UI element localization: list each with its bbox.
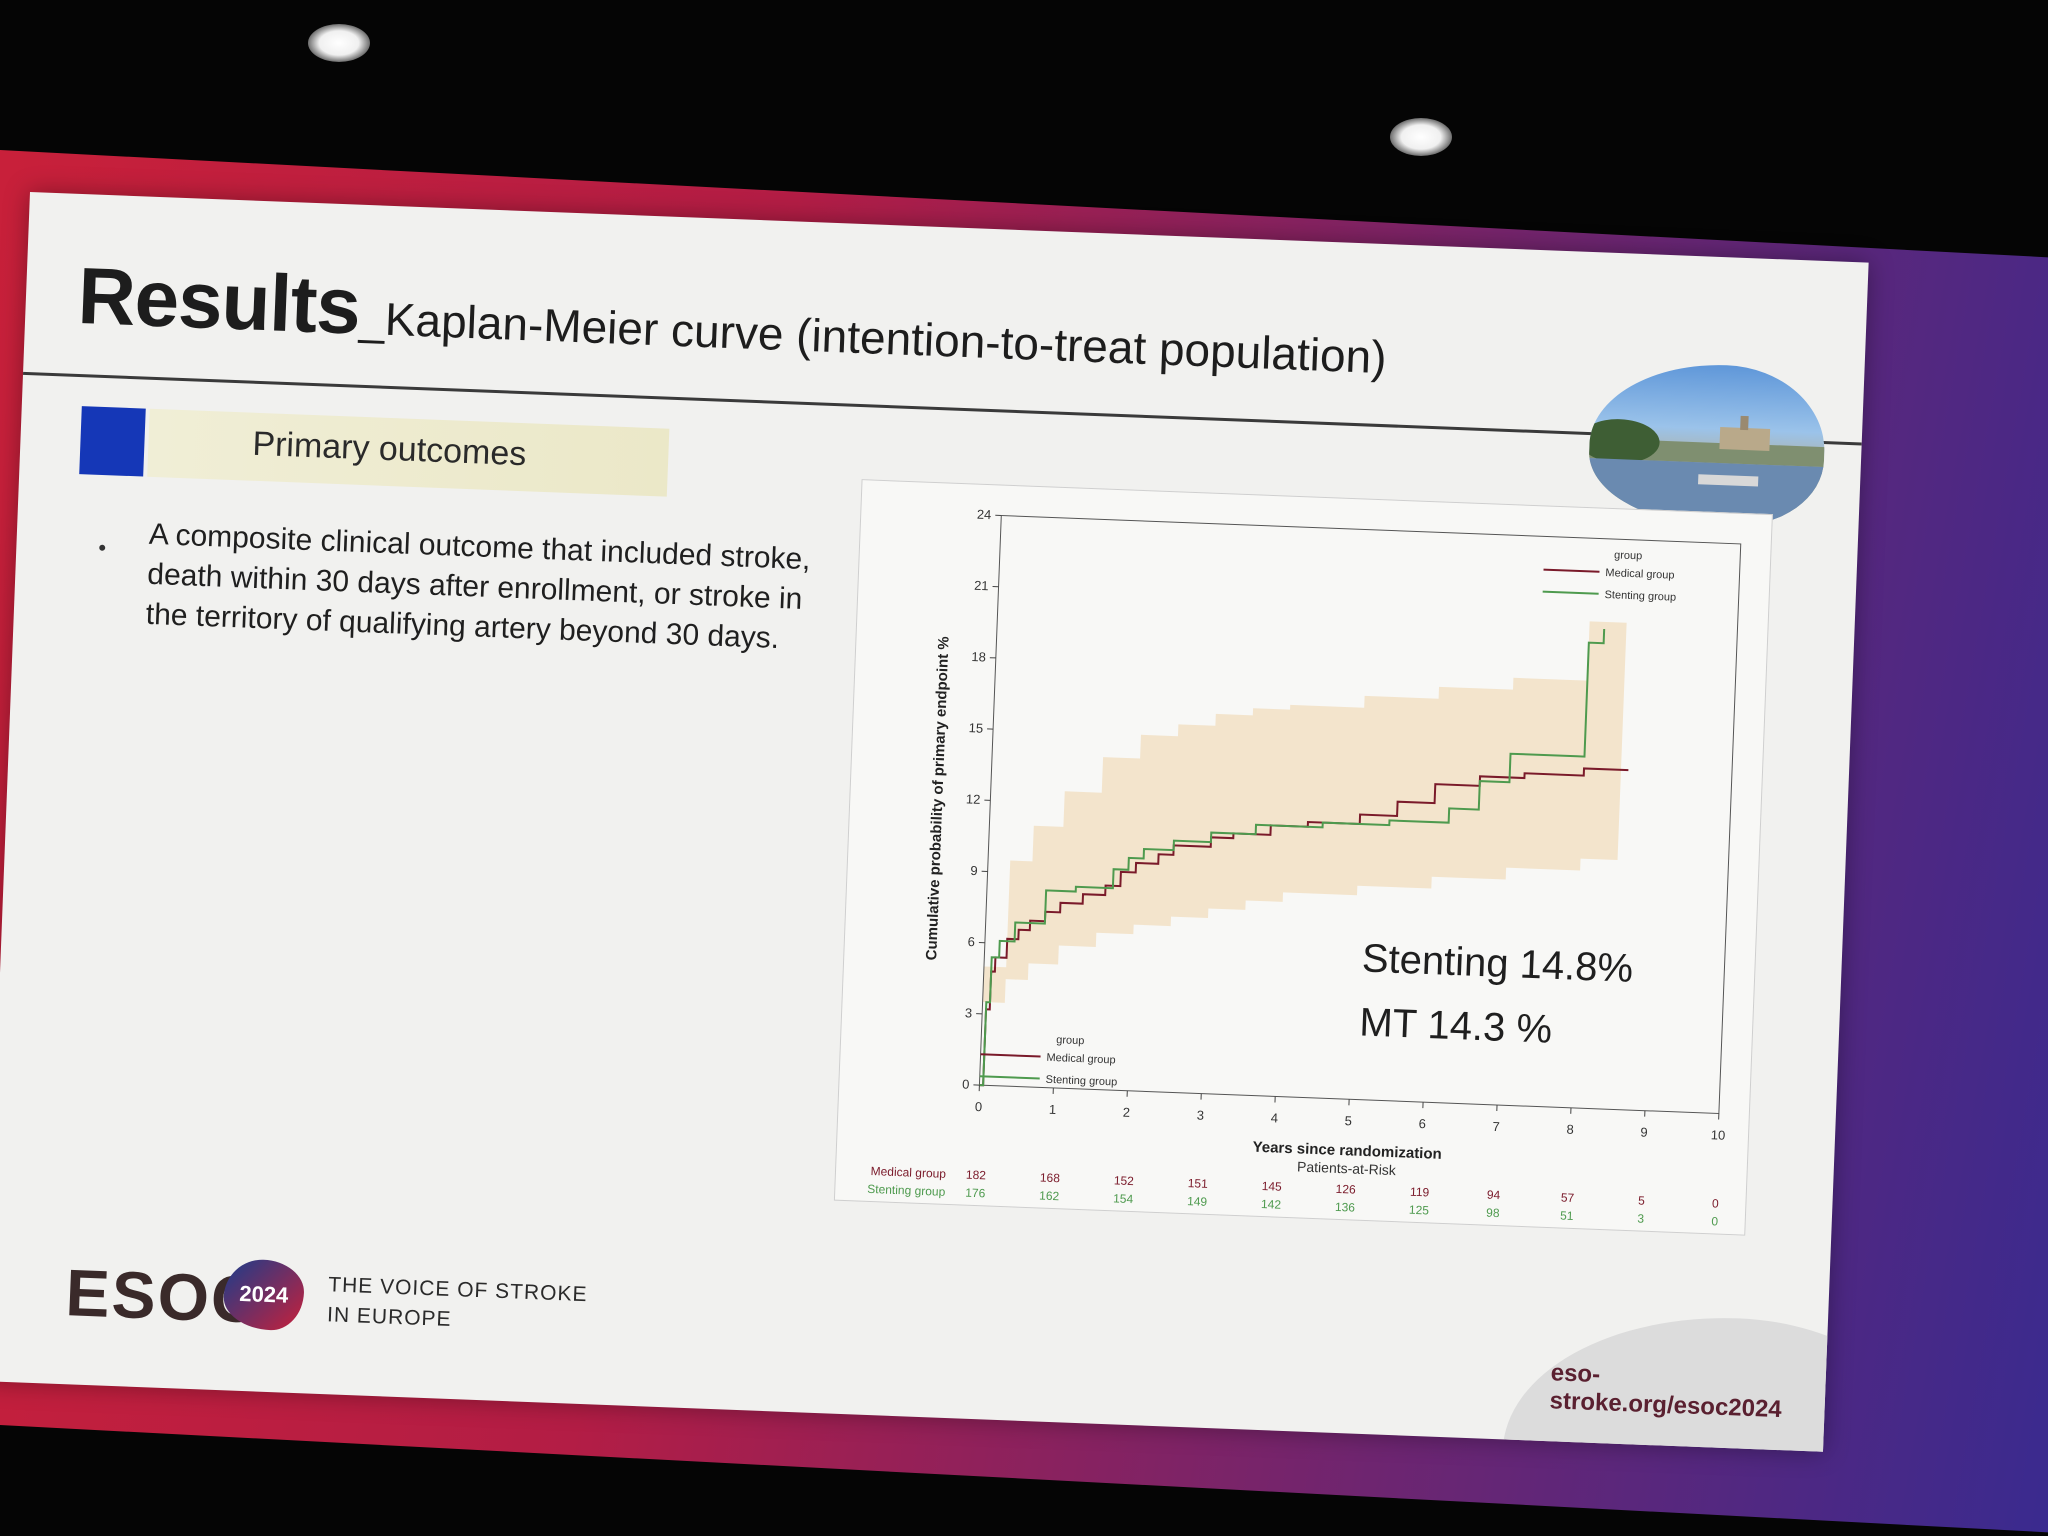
- x-tick-label: 2: [1123, 1105, 1131, 1120]
- x-tick-label: 7: [1492, 1119, 1500, 1134]
- legend-title-bottom: group: [1056, 1034, 1085, 1047]
- y-tick-label: 24: [977, 507, 992, 523]
- risk-row-label-stenting: Stenting group: [867, 1182, 946, 1199]
- x-tick-label: 4: [1270, 1110, 1278, 1125]
- legend-label-top-stenting: Stenting group: [1604, 589, 1676, 604]
- x-tick-label: 0: [975, 1099, 983, 1114]
- risk-value: 0: [1711, 1214, 1719, 1228]
- risk-value: 119: [1410, 1185, 1430, 1200]
- legend-label-top-medical: Medical group: [1605, 567, 1675, 582]
- y-tick-label: 18: [971, 649, 986, 665]
- y-tick-label: 9: [970, 863, 978, 878]
- x-tick-label: 10: [1711, 1127, 1726, 1143]
- ceiling-light-left: [308, 24, 370, 62]
- x-tick-label: 3: [1197, 1107, 1205, 1122]
- footer-url[interactable]: eso-stroke.org/esoc2024: [1549, 1359, 1783, 1424]
- y-tick-label: 15: [968, 720, 983, 736]
- legend-swatch-bottom-medical: [980, 1053, 1041, 1058]
- bullet-text: A composite clinical outcome that includ…: [145, 517, 812, 656]
- legend-swatch-bottom-stenting: [979, 1075, 1040, 1080]
- legend-swatch-top-stenting: [1542, 590, 1599, 595]
- risk-value: 176: [965, 1186, 986, 1201]
- x-tick-label: 6: [1418, 1116, 1426, 1131]
- y-axis-label: Cumulative probability of primary endpoi…: [923, 636, 952, 961]
- bullet-icon: •: [97, 534, 107, 561]
- risk-value: 126: [1335, 1182, 1356, 1197]
- city-photo-image: [1586, 360, 1828, 530]
- risk-value: 5: [1638, 1193, 1646, 1207]
- series-line-stenting: [979, 628, 1606, 1087]
- series-line-medical: [979, 767, 1629, 1087]
- km-chart-panel: 0 1 2 3 4 5 6 7 8 9 10 0 3 6 9 12 15 18 21 24 Years since ra…: [833, 479, 1773, 1236]
- presentation-slide: Results_Kaplan-Meier curve (intention-to…: [0, 192, 1869, 1452]
- annotation-text: Stenting 14.8%: [1361, 936, 1634, 990]
- risk-value: 98: [1486, 1206, 1500, 1221]
- risk-value: 151: [1188, 1176, 1209, 1191]
- y-tick-label: 21: [974, 578, 989, 594]
- risk-value: 57: [1561, 1191, 1575, 1206]
- risk-value: 0: [1712, 1196, 1720, 1210]
- risk-row-label-medical: Medical group: [870, 1164, 946, 1181]
- risk-value: 94: [1487, 1188, 1501, 1203]
- ceiling-light-right: [1390, 118, 1452, 156]
- legend-swatch-top-medical: [1543, 568, 1600, 573]
- annotation-text: MT 14.3 %: [1359, 1000, 1553, 1051]
- title-main: Results: [76, 250, 362, 351]
- y-tick-label: 12: [966, 791, 981, 807]
- risk-value: 145: [1261, 1179, 1282, 1194]
- risk-value: 152: [1114, 1173, 1135, 1188]
- x-tick-label: 9: [1640, 1125, 1648, 1140]
- y-tick-label: 6: [967, 934, 975, 949]
- risk-value: 154: [1113, 1191, 1134, 1206]
- risk-value: 136: [1335, 1200, 1356, 1215]
- x-tick-label: 8: [1566, 1122, 1574, 1137]
- footer-tagline: THE VOICE OF STROKE IN EUROPE: [327, 1270, 619, 1341]
- legend-label-bottom-stenting: Stenting group: [1045, 1074, 1117, 1089]
- risk-value: 168: [1040, 1170, 1061, 1185]
- risk-value: 125: [1409, 1203, 1430, 1218]
- risk-value: 142: [1261, 1197, 1282, 1212]
- confidence-band: [982, 610, 1628, 1003]
- risk-table-title: Patients-at-Risk: [1297, 1158, 1397, 1178]
- slide-title: Results_Kaplan-Meier curve (intention-to…: [76, 250, 1388, 392]
- x-tick-label: 5: [1344, 1113, 1352, 1128]
- title-sub: _Kaplan-Meier curve (intention-to-treat …: [358, 291, 1388, 384]
- risk-value: 149: [1187, 1194, 1208, 1209]
- x-axis-label: Years since randomization: [1252, 1139, 1442, 1163]
- x-tick-label: 1: [1049, 1102, 1057, 1117]
- y-tick-label: 3: [965, 1005, 973, 1020]
- legend-title-top: group: [1614, 549, 1643, 562]
- legend-label-bottom-medical: Medical group: [1046, 1052, 1116, 1067]
- y-tick-label: 0: [962, 1076, 970, 1091]
- risk-value: 51: [1560, 1208, 1574, 1223]
- risk-value: 3: [1637, 1211, 1645, 1225]
- risk-value: 162: [1039, 1188, 1060, 1203]
- risk-value: 182: [966, 1168, 987, 1183]
- section-marker: [79, 406, 146, 477]
